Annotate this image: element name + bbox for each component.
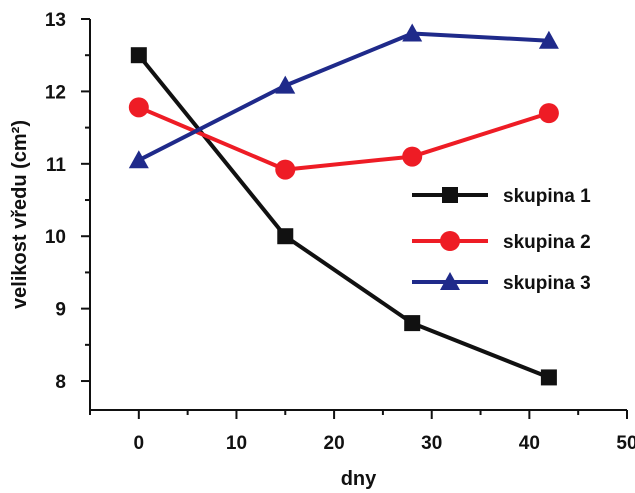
legend-label: skupina 2 xyxy=(503,232,591,253)
legend-label: skupina 3 xyxy=(503,273,591,294)
y-tick-label: 9 xyxy=(55,300,66,321)
legend-item-1: skupina 1 xyxy=(412,186,591,207)
x-axis-title: dny xyxy=(341,468,377,490)
legend-item-3: skupina 3 xyxy=(412,272,591,294)
series-layer xyxy=(128,23,559,386)
x-tick-label: 10 xyxy=(226,433,247,454)
series-2-point xyxy=(128,97,149,118)
series-2-point xyxy=(275,159,296,180)
legend: skupina 1 skupina 2 skupina 3 xyxy=(412,186,591,294)
y-tick-label: 11 xyxy=(46,155,67,176)
series-1-point xyxy=(277,228,294,245)
series-3-point xyxy=(275,75,296,94)
series-3-point xyxy=(128,150,149,169)
series-3-point xyxy=(402,23,423,42)
series-3-line xyxy=(137,31,549,162)
series-3 xyxy=(128,23,559,169)
y-axis-ticks: 8 9 10 11 12 13 xyxy=(45,10,90,393)
series-3-point xyxy=(538,30,559,49)
x-axis-ticks: 0 10 20 30 40 50 xyxy=(89,410,635,454)
plot-area: 0 10 20 30 40 50 8 9 10 11 12 13 xyxy=(45,10,635,454)
series-1-point xyxy=(404,315,421,332)
y-tick-label: 8 xyxy=(55,372,66,393)
y-tick-label: 10 xyxy=(45,227,66,248)
series-1 xyxy=(130,47,557,386)
series-2-point xyxy=(402,146,423,167)
x-tick-label: 0 xyxy=(134,433,145,454)
legend-label: skupina 1 xyxy=(503,186,591,207)
y-tick-label: 12 xyxy=(45,82,66,103)
series-2-line xyxy=(138,105,550,172)
legend-marker xyxy=(442,187,458,203)
series-1-point xyxy=(540,369,557,386)
legend-marker xyxy=(440,231,460,251)
x-tick-label: 40 xyxy=(519,433,540,454)
series-1-point xyxy=(130,47,147,64)
series-1-line xyxy=(137,53,550,380)
x-tick-label: 50 xyxy=(616,433,635,454)
y-tick-label: 13 xyxy=(45,10,66,31)
series-2-point xyxy=(538,103,559,124)
x-tick-label: 20 xyxy=(324,433,345,454)
legend-marker xyxy=(440,272,460,290)
legend-item-2: skupina 2 xyxy=(412,231,591,253)
x-tick-label: 30 xyxy=(421,433,442,454)
series-2 xyxy=(128,97,559,180)
y-axis-title: velikost vředu (cm²) xyxy=(9,120,31,309)
